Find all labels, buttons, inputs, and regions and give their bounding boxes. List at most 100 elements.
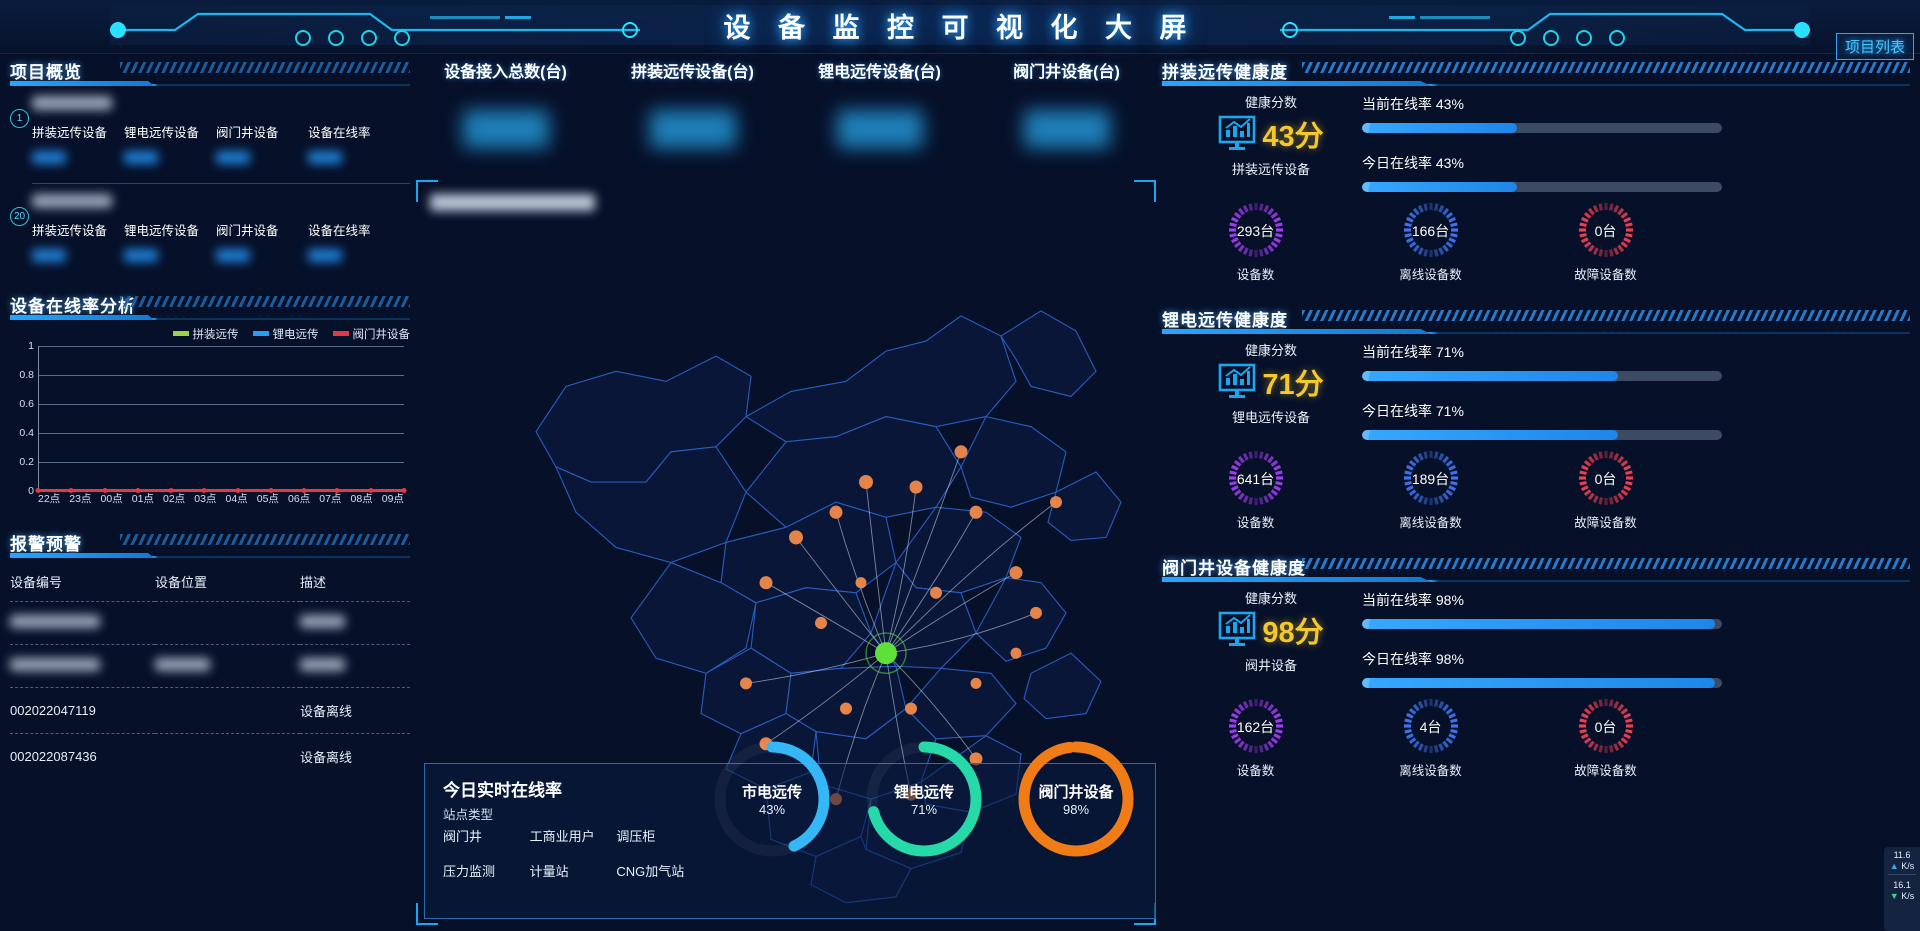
chart-legend: 拼装远传 锂电远传 阀门井设备 [10, 326, 410, 342]
table-row[interactable]: 002022047119 设备离线 [10, 687, 410, 734]
dashed-ring-icon [1578, 451, 1633, 505]
kpi-card: 设备接入总数(台) [412, 58, 599, 156]
redacted-value [10, 658, 100, 671]
column-header-device-id: 设备编号 [10, 575, 63, 590]
y-axis-tick: 0.8 [19, 369, 34, 381]
table-header-row: 设备编号 设备位置 描述 [10, 566, 410, 602]
legend-swatch [252, 331, 269, 336]
kpi-value [786, 110, 973, 156]
x-axis-tick: 06点 [288, 493, 311, 505]
today-rate-bar [1362, 182, 1722, 192]
x-axis-tick: 03点 [194, 493, 217, 505]
online-rate-bars: 当前在线率 43% 今日在线率 43% [1362, 94, 1722, 192]
counter-value: 4台 [1419, 719, 1442, 735]
project-overview-panel: 项目概览 1 拼装远传设备 锂电远传设备 阀门井设备 设备在线率 [10, 58, 410, 267]
metric-value [308, 151, 392, 169]
health-section-header: 阀门井设备健康度 [1162, 554, 1910, 582]
counter-ring: 166台 [1401, 200, 1461, 260]
realtime-online-rate-panel: 今日实时在线率 站点类型 阀门井 工商业用户 调压柜 压力监测 计量站 CNG加气站 市电… [424, 741, 1156, 919]
header-decoration [110, 5, 1810, 46]
data-point [168, 487, 174, 493]
metric-value [32, 151, 116, 169]
kpi-label: 拼装远传设备(台) [631, 64, 754, 81]
project-index-badge: 1 [10, 109, 29, 128]
device-counter: 162台 设备数 [1168, 696, 1343, 779]
project-card[interactable]: 1 拼装远传设备 锂电远传设备 阀门井设备 设备在线率 [10, 96, 410, 184]
data-point [235, 487, 241, 493]
legend-item[interactable]: 拼装远传 [172, 326, 239, 342]
counter-ring: 0台 [1576, 200, 1636, 260]
metric-label: 拼装远传设备 [32, 224, 108, 238]
x-axis-tick: 02点 [163, 493, 186, 505]
project-name [32, 96, 410, 118]
site-type-item[interactable]: 计量站 [529, 864, 569, 879]
project-metric: 锂电远传设备 [124, 220, 208, 267]
x-axis: 22点 23点 00点 01点 02点 03点 04点 05点 06点 07点 08点 09点 [38, 491, 404, 506]
upload-unit: K/s [1901, 861, 1915, 871]
site-type-item[interactable]: CNG加气站 [616, 864, 685, 879]
redacted-value [155, 658, 210, 671]
gridline [39, 433, 404, 434]
y-axis: 0 0.2 0.4 0.6 0.8 1 [10, 340, 36, 497]
counter-ring: 162台 [1226, 696, 1286, 756]
metric-label: 锂电远传设备 [124, 224, 200, 238]
counter-label: 离线设备数 [1399, 516, 1462, 530]
x-axis-tick: 08点 [350, 493, 373, 505]
upload-arrow-icon: ▲ [1889, 861, 1899, 871]
redacted-value [124, 151, 158, 164]
table-row[interactable]: 002022087436 设备离线 [10, 733, 410, 779]
redacted-text [430, 194, 595, 211]
cell-device-id [10, 601, 155, 645]
column-header-device-position: 设备位置 [155, 575, 208, 590]
cell-device-id: 002022047119 [10, 687, 155, 734]
dashed-ring-icon [1578, 203, 1633, 257]
underline-decoration [1162, 580, 1910, 582]
map-container[interactable]: 今日实时在线率 站点类型 阀门井 工商业用户 调压柜 压力监测 计量站 CNG加气站 市电… [416, 180, 1156, 925]
site-type-item[interactable]: 工商业用户 [529, 829, 595, 844]
dashed-ring-icon [1228, 699, 1283, 753]
metric-value [216, 151, 300, 169]
chart-series-line [35, 487, 407, 493]
data-point [135, 487, 141, 493]
dashed-ring-icon [1228, 203, 1283, 257]
chart-gridlines [38, 346, 404, 492]
legend-item[interactable]: 阀门井设备 [332, 326, 410, 342]
counter-label: 故障设备数 [1574, 764, 1637, 778]
project-metric: 拼装远传设备 [32, 122, 116, 169]
redacted-value [124, 249, 158, 262]
counter-label: 设备数 [1236, 516, 1275, 530]
project-list-button[interactable]: 项目列表 [1835, 33, 1914, 60]
app-header: 设 备 监 控 可 视 化 大 屏 项目列表 [0, 0, 1920, 60]
site-type-item[interactable]: 调压柜 [616, 829, 656, 844]
device-counter: 166台离线设备数 [1343, 200, 1518, 283]
y-axis-tick: 0.2 [19, 456, 34, 468]
site-type-list: 阀门井 工商业用户 调压柜压力监测 计量站 CNG加气站 [443, 826, 703, 880]
project-card[interactable]: 20 拼装远传设备 锂电远传设备 阀门井设备 设备在线率 [10, 194, 410, 267]
cell-device-position [155, 644, 300, 688]
gridline [39, 375, 404, 376]
realtime-title: 今日实时在线率 [443, 781, 562, 800]
x-axis-tick: 07点 [319, 493, 342, 505]
metric-label: 阀门井设备 [216, 224, 279, 238]
dashed-ring-icon [1578, 699, 1633, 753]
monitor-chart-icon [1219, 115, 1256, 150]
counter-label: 离线设备数 [1399, 268, 1462, 282]
kpi-value [599, 110, 786, 156]
legend-item[interactable]: 锂电远传 [252, 326, 319, 342]
counter-ring: 641台 [1226, 448, 1286, 508]
device-type-label: 阀井设备 [1244, 658, 1297, 673]
redacted-value [1023, 110, 1110, 148]
network-speed-widget[interactable]: 11.6 ▲ K/s 16.1 ▼ K/s [1884, 847, 1920, 931]
redacted-text [32, 194, 112, 208]
score-value: 71分 [1262, 369, 1324, 401]
x-axis-tick: 23点 [69, 493, 92, 505]
data-point [68, 487, 74, 493]
y-axis-tick: 0 [28, 485, 34, 497]
table-row[interactable] [10, 644, 410, 688]
kpi-label: 锂电远传设备(台) [818, 64, 941, 81]
map-title [430, 194, 595, 216]
site-type-item[interactable]: 压力监测 [443, 864, 496, 879]
table-row[interactable] [10, 601, 410, 645]
site-type-item[interactable]: 阀门井 [443, 829, 483, 844]
alarm-section-header: 报警预警 [10, 530, 410, 558]
